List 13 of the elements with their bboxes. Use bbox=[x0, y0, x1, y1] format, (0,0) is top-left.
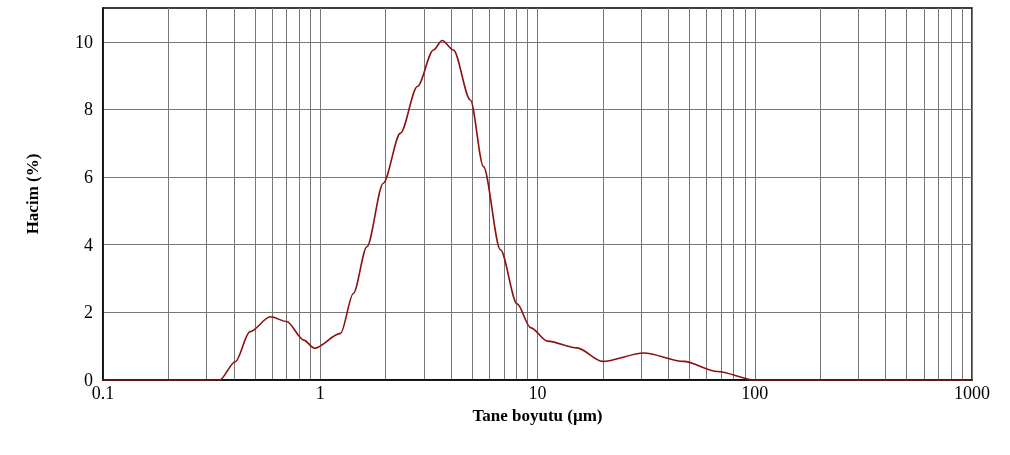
x-tick-label: 10 bbox=[528, 383, 547, 403]
x-tick-label: 0.1 bbox=[91, 383, 115, 403]
y-tick-label: 0 bbox=[84, 370, 93, 390]
x-axis-title: Tane boyutu (µm) bbox=[472, 405, 603, 425]
y-tick-label: 10 bbox=[75, 31, 93, 52]
x-tick-label: 1000 bbox=[954, 383, 990, 403]
x-tick-label: 1 bbox=[315, 383, 325, 403]
y-axis-title: Hacim (%) bbox=[23, 153, 42, 235]
y-tick-label: 2 bbox=[84, 302, 93, 323]
x-tick-label: 100 bbox=[741, 383, 769, 403]
y-tick-label: 8 bbox=[84, 99, 93, 120]
y-tick-label: 4 bbox=[84, 234, 93, 255]
y-tick-label: 6 bbox=[84, 167, 93, 188]
